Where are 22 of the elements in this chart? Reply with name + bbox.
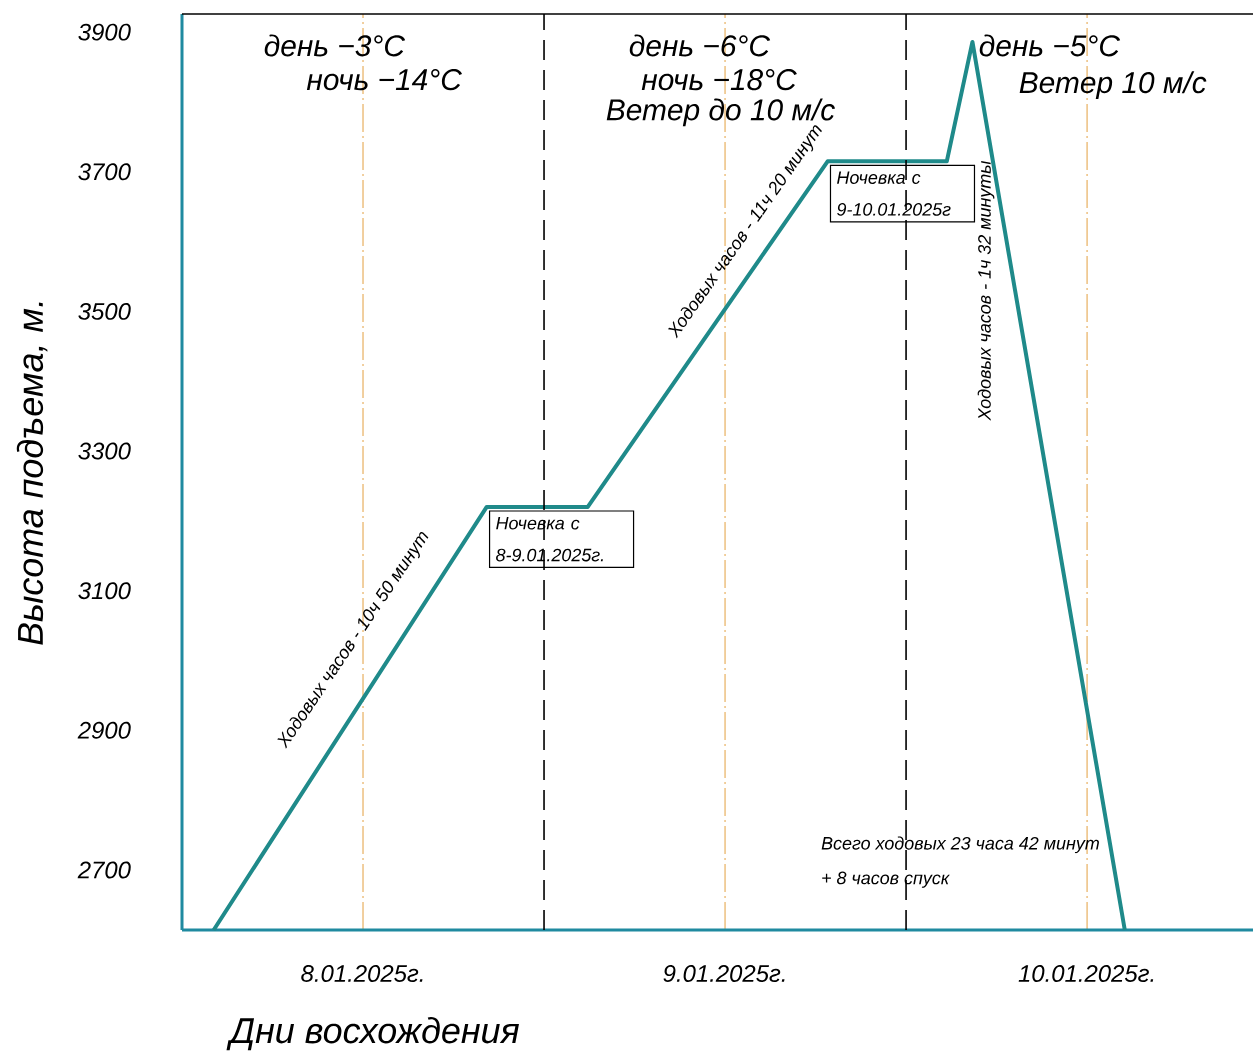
annotation: Ходовых часов - 1ч 32 минуты <box>977 160 995 421</box>
y-tick-label: 2900 <box>77 721 131 739</box>
annotation: + 8 часов спуск <box>822 871 950 888</box>
annotation: ночь −18°C <box>641 69 797 91</box>
y-tick-label: 3300 <box>78 442 131 460</box>
annotation: Ветер 10 м/с <box>1019 71 1207 100</box>
y-tick-label: 3100 <box>78 582 131 600</box>
annotation: день −6°C <box>629 34 771 57</box>
annotation: день −3°C <box>264 34 406 57</box>
y-tick-label: 3700 <box>78 163 131 181</box>
y-tick-label: 2700 <box>77 861 131 879</box>
annotation: Всего ходовых 23 часа 42 минут <box>821 836 1099 854</box>
x-tick-label: 9.01.2025г. <box>663 965 785 982</box>
y-tick-label: 3900 <box>78 23 131 41</box>
annotation: день −5°C <box>979 34 1121 57</box>
y-tick-label: 3500 <box>78 302 131 320</box>
y-axis-title: Высота подъема, м. <box>16 302 48 645</box>
annotation: Ночевка с 9-10.01.2025г <box>837 171 951 216</box>
x-tick-label: 8.01.2025г. <box>301 965 423 982</box>
x-axis-title: Дни восхождения <box>226 1017 519 1051</box>
x-tick-label: 10.01.2025г. <box>1018 965 1154 982</box>
annotation: ночь −14°C <box>306 69 462 91</box>
